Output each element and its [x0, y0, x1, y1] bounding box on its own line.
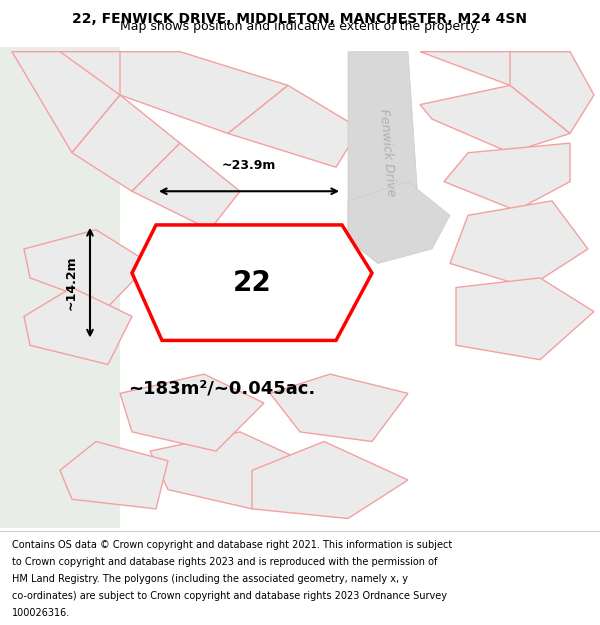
Polygon shape: [12, 52, 120, 152]
Polygon shape: [24, 288, 132, 364]
Text: Fenwick Drive: Fenwick Drive: [377, 108, 397, 198]
Polygon shape: [348, 182, 450, 264]
Text: ~183m²/~0.045ac.: ~183m²/~0.045ac.: [128, 379, 316, 398]
Text: ~23.9m: ~23.9m: [222, 159, 276, 172]
Text: ~14.2m: ~14.2m: [65, 256, 78, 310]
Polygon shape: [348, 52, 420, 264]
Polygon shape: [120, 374, 264, 451]
Polygon shape: [24, 230, 150, 307]
Polygon shape: [132, 225, 372, 341]
Text: 22: 22: [233, 269, 271, 297]
Polygon shape: [444, 143, 570, 211]
Polygon shape: [120, 52, 288, 134]
Text: 22, FENWICK DRIVE, MIDDLETON, MANCHESTER, M24 4SN: 22, FENWICK DRIVE, MIDDLETON, MANCHESTER…: [73, 12, 527, 26]
Polygon shape: [72, 95, 180, 191]
Text: co-ordinates) are subject to Crown copyright and database rights 2023 Ordnance S: co-ordinates) are subject to Crown copyr…: [12, 591, 447, 601]
Text: Map shows position and indicative extent of the property.: Map shows position and indicative extent…: [120, 20, 480, 32]
Polygon shape: [510, 52, 594, 134]
Text: Contains OS data © Crown copyright and database right 2021. This information is : Contains OS data © Crown copyright and d…: [12, 540, 452, 550]
Polygon shape: [252, 441, 408, 519]
Polygon shape: [132, 143, 240, 230]
Polygon shape: [420, 86, 570, 152]
Polygon shape: [456, 278, 594, 359]
Polygon shape: [150, 432, 324, 509]
Polygon shape: [450, 201, 588, 288]
Polygon shape: [420, 52, 570, 86]
Polygon shape: [228, 86, 360, 167]
Text: HM Land Registry. The polygons (including the associated geometry, namely x, y: HM Land Registry. The polygons (includin…: [12, 574, 408, 584]
Text: to Crown copyright and database rights 2023 and is reproduced with the permissio: to Crown copyright and database rights 2…: [12, 557, 437, 567]
Polygon shape: [204, 249, 312, 316]
Polygon shape: [0, 47, 120, 528]
Polygon shape: [60, 441, 168, 509]
Text: 100026316.: 100026316.: [12, 608, 70, 618]
Polygon shape: [12, 52, 180, 95]
Polygon shape: [270, 374, 408, 441]
